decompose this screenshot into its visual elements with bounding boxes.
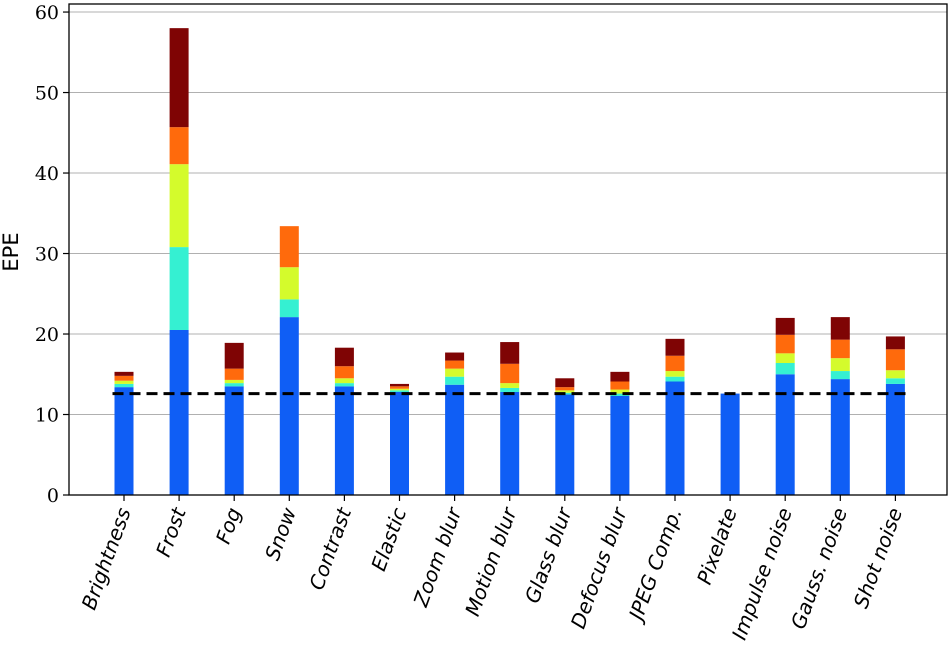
- bar-segment: [224, 379, 244, 384]
- bar-segment: [610, 389, 630, 394]
- y-tick-label: 60: [35, 2, 59, 24]
- bar-segment: [445, 352, 465, 361]
- bar-segment: [500, 363, 520, 384]
- bar-segment: [610, 381, 630, 390]
- x-tick-label: Shot noise: [849, 505, 907, 612]
- bar-segment: [500, 383, 520, 388]
- bar-segment: [885, 349, 905, 371]
- bar-segment: [224, 386, 244, 495]
- bar-segment: [830, 358, 850, 372]
- bar-segment: [169, 28, 189, 128]
- bar-segment: [224, 342, 244, 369]
- bar-segment: [224, 368, 244, 380]
- bar-segment: [775, 374, 795, 495]
- bar-segment: [334, 378, 354, 384]
- x-tick-label: Defocus blur: [566, 503, 632, 632]
- x-tick-label: Gauss. noise: [786, 505, 852, 633]
- bar-segment: [334, 383, 354, 387]
- x-tick-label: Brightness: [77, 505, 136, 613]
- bar-segment: [390, 386, 409, 389]
- bar-segment: [720, 393, 740, 495]
- x-tick-label: Glass blur: [520, 503, 577, 607]
- bar-segment: [114, 387, 134, 495]
- y-tick-label: 40: [35, 163, 59, 185]
- y-tick-label: 30: [35, 244, 59, 266]
- bar-segment: [334, 386, 354, 495]
- bar-segment: [830, 339, 850, 359]
- x-tick-label: Fog: [211, 505, 246, 547]
- bar-segment: [390, 390, 409, 392]
- bar-segment: [885, 383, 905, 495]
- y-tick-label: 10: [35, 405, 59, 427]
- bar-segment: [169, 164, 189, 248]
- bar-segment: [114, 380, 134, 384]
- bars: [114, 28, 905, 495]
- x-ticks: Brightness Frost Fog Snow Contrast ElasticZoo…: [77, 495, 907, 643]
- bar-segment: [830, 317, 850, 340]
- bar-segment: [445, 360, 465, 369]
- bar-segment: [610, 393, 630, 396]
- bar-segment: [500, 342, 520, 364]
- bar-segment: [665, 376, 685, 382]
- bar-segment: [665, 371, 685, 377]
- y-ticks: 0 10 20 30 40 50 60: [35, 2, 69, 507]
- bar-segment: [114, 383, 134, 388]
- x-tick-label: Frost: [151, 503, 191, 559]
- bar-segment: [885, 370, 905, 379]
- bar-segment: [775, 317, 795, 335]
- x-tick-label: JPEG Comp.: [623, 505, 687, 627]
- bar-segment: [665, 381, 685, 495]
- bar-segment: [334, 347, 354, 367]
- bar-segment: [445, 368, 465, 377]
- x-tick-label: Zoom blur: [408, 503, 467, 611]
- y-tick-label: 20: [35, 324, 59, 346]
- bar-segment: [279, 299, 299, 318]
- bar-segment: [555, 390, 575, 393]
- gridlines: [69, 11, 947, 416]
- bar-segment: [169, 329, 189, 495]
- bar-segment: [114, 371, 134, 376]
- bar-segment: [830, 379, 850, 495]
- bar-segment: [445, 384, 465, 495]
- bar-segment: [775, 334, 795, 354]
- bar-segment: [610, 371, 630, 382]
- bar-segment: [169, 127, 189, 165]
- bar-segment: [445, 376, 465, 385]
- x-tick-label: Pixelate: [692, 505, 742, 588]
- bar-segment: [500, 387, 520, 392]
- bar-segment: [555, 387, 575, 391]
- bar-segment: [555, 394, 575, 495]
- bar-segment: [390, 391, 409, 495]
- bar-segment: [775, 362, 795, 375]
- bar-segment: [390, 383, 409, 387]
- x-tick-label: Motion blur: [460, 503, 522, 619]
- y-tick-label: 50: [35, 83, 59, 105]
- bar-segment: [279, 267, 299, 300]
- bar-segment: [665, 355, 685, 372]
- bar-segment: [830, 371, 850, 380]
- bar-segment: [610, 395, 630, 495]
- bar-segment: [114, 375, 134, 381]
- x-tick-label: Snow: [260, 504, 301, 564]
- bar-segment: [555, 378, 575, 388]
- bar-segment: [390, 388, 409, 391]
- bar-segment: [279, 317, 299, 495]
- bar-segment: [169, 247, 189, 330]
- bar-segment: [279, 226, 299, 268]
- plot-frame: [68, 3, 948, 496]
- bar-segment: [500, 391, 520, 495]
- bar-segment: [665, 338, 685, 356]
- bar-segment: [885, 378, 905, 384]
- bar-segment: [334, 366, 354, 379]
- bar-segment: [224, 383, 244, 387]
- bar-segment: [885, 336, 905, 350]
- y-tick-label: 0: [47, 485, 59, 507]
- x-tick-label: Contrast: [304, 503, 356, 593]
- x-tick-label: Elastic: [366, 504, 411, 574]
- y-axis-label: EPE: [0, 232, 23, 271]
- bar-segment: [775, 353, 795, 363]
